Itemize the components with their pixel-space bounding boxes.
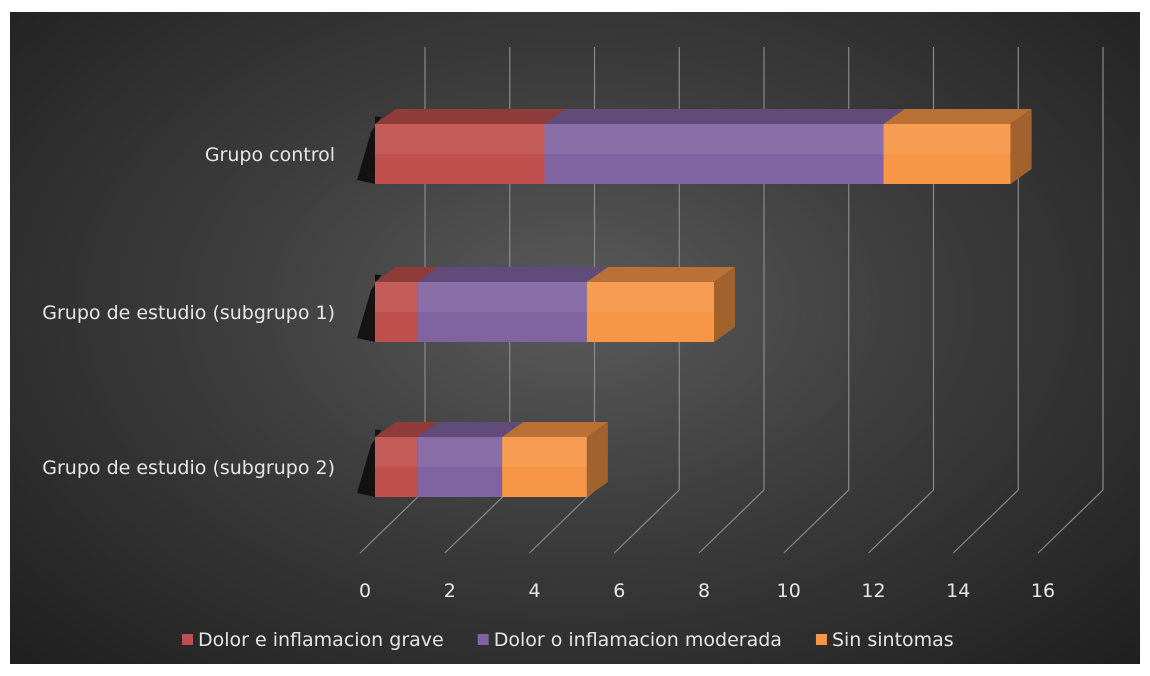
x-tick-label-16: 16 — [1031, 580, 1055, 602]
bar-0-1 — [544, 109, 905, 184]
category-label-2: Grupo de estudio (subgrupo 2) — [42, 457, 335, 479]
bar-highlight-2-0 — [375, 437, 418, 467]
gridline-floor-14 — [952, 489, 1019, 554]
bar-0-0 — [375, 109, 566, 184]
legend-swatch-2 — [815, 634, 827, 645]
bar-highlight-1-0 — [375, 282, 418, 312]
bar-top-2-0 — [375, 422, 439, 437]
legend-item-1: Dolor o inflamacion moderada — [477, 629, 782, 651]
bar-2-0 — [375, 422, 439, 497]
bar-top-2-2 — [502, 422, 608, 437]
bar-front-1-2 — [586, 282, 714, 342]
bar-front-0-2 — [883, 124, 1011, 184]
bar-front-1-1 — [417, 282, 587, 342]
legend-item-2: Sin sintomas — [815, 629, 954, 651]
bar-top-0-2 — [883, 109, 1032, 124]
bar-shadow-1 — [357, 274, 382, 342]
bar-1-0 — [375, 267, 439, 342]
bar-side-1-2 — [714, 267, 735, 342]
legend-swatch-0 — [182, 634, 193, 645]
legend-label-0: Dolor e inflamacion grave — [198, 629, 444, 651]
bar-side-2-2 — [586, 422, 608, 497]
bar-front-2-1 — [417, 437, 503, 497]
chart-svg: 0 2 4 6 8 10 12 14 16 Grupo control Grupo de estud… — [42, 47, 1104, 651]
bar-front-1-0 — [375, 282, 418, 342]
bar-top-0-1 — [544, 109, 905, 124]
legend: Dolor e inflamacion grave Dolor o inflama… — [182, 629, 954, 651]
bars — [357, 109, 1032, 497]
gridline-floor-6 — [613, 489, 680, 554]
x-tick-label-2: 2 — [444, 580, 456, 602]
category-label-0: Grupo control — [205, 144, 335, 166]
x-tick-label-14: 14 — [946, 580, 970, 602]
bar-front-0-1 — [544, 124, 884, 184]
axis-labels: 0 2 4 6 8 10 12 14 16 Grupo control Grupo de estud… — [42, 144, 1055, 602]
bar-highlight-0-1 — [544, 124, 884, 154]
bar-top-1-0 — [375, 267, 439, 282]
bar-0-2 — [883, 109, 1032, 184]
bar-1-1 — [417, 267, 608, 342]
x-tick-label-0: 0 — [359, 580, 371, 602]
legend-item-0: Dolor e inflamacion grave — [182, 629, 444, 651]
gridline-floor-10 — [783, 489, 850, 554]
gridline-floor-16 — [1037, 489, 1104, 554]
bar-top-1-2 — [586, 267, 735, 282]
bar-top-1-1 — [417, 267, 608, 282]
bar-highlight-1-2 — [586, 282, 714, 312]
gridline-floor-0 — [359, 489, 426, 554]
bar-top-0-0 — [375, 109, 566, 124]
x-tick-label-12: 12 — [861, 580, 885, 602]
gridline-floor-2 — [444, 489, 511, 554]
bar-front-2-0 — [375, 437, 418, 497]
gridline-floor-8 — [698, 489, 765, 554]
x-tick-label-8: 8 — [698, 580, 710, 602]
bar-highlight-0-0 — [375, 124, 545, 154]
chart-area: 0 2 4 6 8 10 12 14 16 Grupo control Grupo de estud… — [10, 12, 1140, 664]
bar-2-1 — [417, 422, 524, 497]
gridline-floor-12 — [868, 489, 934, 554]
x-tick-label-10: 10 — [777, 580, 801, 602]
category-label-1: Grupo de estudio (subgrupo 1) — [42, 302, 335, 324]
bar-highlight-0-2 — [883, 124, 1011, 154]
legend-label-1: Dolor o inflamacion moderada — [494, 629, 782, 651]
legend-label-2: Sin sintomas — [832, 629, 954, 651]
bar-2-2 — [502, 422, 608, 497]
gridline-floor-4 — [529, 489, 595, 554]
bar-highlight-2-2 — [502, 437, 587, 467]
bar-top-2-1 — [417, 422, 524, 437]
bar-1-2 — [586, 267, 735, 342]
legend-swatch-1 — [477, 634, 489, 645]
bar-front-2-2 — [502, 437, 587, 497]
bar-shadow-0 — [357, 116, 382, 184]
x-tick-label-4: 4 — [528, 580, 540, 602]
bar-side-0-2 — [1010, 109, 1032, 184]
bar-highlight-1-1 — [417, 282, 587, 312]
bar-front-0-0 — [375, 124, 545, 184]
bar-highlight-2-1 — [417, 437, 503, 467]
bar-shadow-2 — [357, 429, 382, 497]
x-tick-label-6: 6 — [613, 580, 625, 602]
